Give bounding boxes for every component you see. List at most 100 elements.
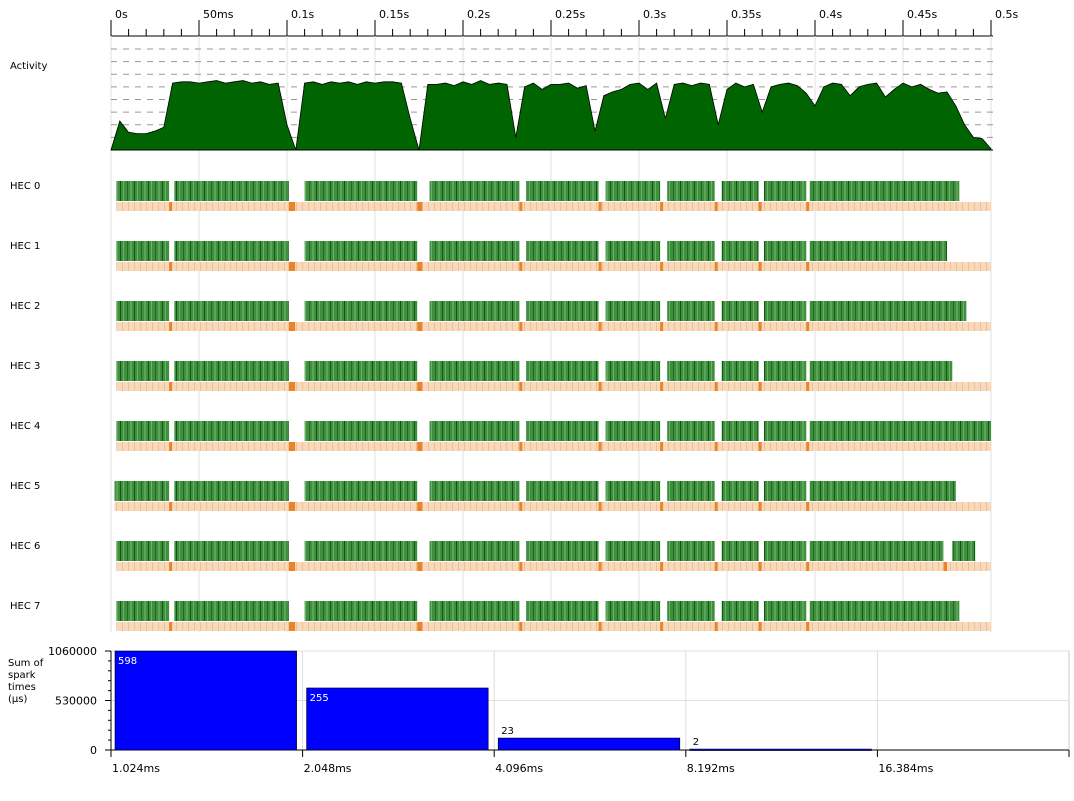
busy-segment <box>114 481 170 501</box>
busy-segment <box>304 541 418 561</box>
busy-segment <box>721 481 759 501</box>
time-tick-label: 0.3s <box>643 8 666 21</box>
gc-pause <box>758 502 762 511</box>
gc-pause <box>169 622 173 631</box>
x-tick-label: 2.048ms <box>304 762 352 775</box>
gc-pause <box>714 322 718 331</box>
busy-segment <box>721 601 759 621</box>
gc-pause <box>660 262 664 271</box>
gc-pause <box>519 562 523 571</box>
time-tick-label: 0.5s <box>995 8 1018 21</box>
hec-label: HEC 0 <box>10 181 40 192</box>
busy-segment <box>526 421 599 441</box>
busy-segment <box>304 361 418 381</box>
busy-segment <box>667 421 715 441</box>
time-tick-label: 0.1s <box>291 8 314 21</box>
busy-segment <box>721 541 759 561</box>
gc-pause <box>417 382 423 391</box>
hec-label: HEC 7 <box>10 601 40 612</box>
gc-pause <box>714 442 718 451</box>
gc-pause <box>598 622 602 631</box>
time-tick-label: 0.15s <box>379 8 409 21</box>
busy-segment <box>116 181 170 201</box>
gc-pause <box>169 562 173 571</box>
busy-segment <box>667 361 715 381</box>
gc-pause <box>169 262 173 271</box>
busy-segment <box>304 181 418 201</box>
gc-pause <box>598 502 602 511</box>
gc-pause <box>660 202 664 211</box>
histogram-ylabel-box: Sum of spark times (µs) <box>8 658 43 705</box>
gc-pause <box>519 442 523 451</box>
busy-segment <box>116 421 170 441</box>
busy-segment <box>605 421 661 441</box>
gc-pause <box>660 322 664 331</box>
gc-pause <box>288 322 296 331</box>
hec-label: HEC 5 <box>10 481 40 492</box>
gc-pause <box>598 442 602 451</box>
busy-segment <box>763 361 807 381</box>
gc-strip <box>116 262 991 271</box>
gc-pause <box>758 562 762 571</box>
busy-segment <box>809 421 991 441</box>
hec-label: HEC 6 <box>10 541 40 552</box>
x-tick-label: 1.024ms <box>112 762 160 775</box>
bar <box>306 687 489 751</box>
y-tick-label: 1060000 <box>48 645 97 658</box>
busy-segment <box>809 601 960 621</box>
busy-segment <box>429 181 520 201</box>
busy-segment <box>721 421 759 441</box>
count-label: 2 <box>693 737 699 748</box>
gc-pause <box>288 442 296 451</box>
gc-pause <box>758 202 762 211</box>
time-tick-label: 0.25s <box>555 8 585 21</box>
busy-segment <box>116 601 170 621</box>
gc-pause <box>288 202 296 211</box>
busy-segment <box>721 241 759 261</box>
gc-pause <box>806 442 810 451</box>
busy-segment <box>763 301 807 321</box>
busy-segment <box>721 361 759 381</box>
count-label: 255 <box>310 693 329 704</box>
gc-pause <box>519 322 523 331</box>
busy-segment <box>605 481 661 501</box>
busy-segment <box>809 181 960 201</box>
busy-segment <box>809 241 947 261</box>
time-tick-label: 0s <box>115 8 128 21</box>
busy-segment <box>174 601 289 621</box>
busy-segment <box>721 181 759 201</box>
gc-pause <box>660 562 664 571</box>
gc-strip <box>116 442 991 451</box>
gc-pause <box>806 502 810 511</box>
activity-area <box>110 80 992 151</box>
gc-strip <box>116 622 991 631</box>
gc-pause <box>519 502 523 511</box>
busy-segment <box>809 481 956 501</box>
gc-strip <box>114 502 991 511</box>
gc-pause <box>417 322 423 331</box>
busy-segment <box>763 241 807 261</box>
gc-pause <box>806 562 810 571</box>
gc-pause <box>598 562 602 571</box>
busy-segment <box>605 601 661 621</box>
busy-segment <box>667 301 715 321</box>
gc-pause <box>806 622 810 631</box>
gc-pause <box>714 562 718 571</box>
hec-label: HEC 3 <box>10 361 40 372</box>
busy-segment <box>429 601 520 621</box>
gc-pause <box>288 562 296 571</box>
busy-segment <box>429 361 520 381</box>
gc-pause <box>519 382 523 391</box>
busy-segment <box>429 421 520 441</box>
gc-pause <box>288 262 296 271</box>
busy-segment <box>429 241 520 261</box>
busy-segment <box>605 181 661 201</box>
busy-segment <box>809 301 967 321</box>
busy-segment <box>174 361 289 381</box>
busy-segment <box>304 301 418 321</box>
busy-segment <box>721 301 759 321</box>
gc-pause <box>758 322 762 331</box>
busy-segment <box>605 361 661 381</box>
y-tick-label: 0 <box>90 744 97 757</box>
busy-segment <box>429 541 520 561</box>
